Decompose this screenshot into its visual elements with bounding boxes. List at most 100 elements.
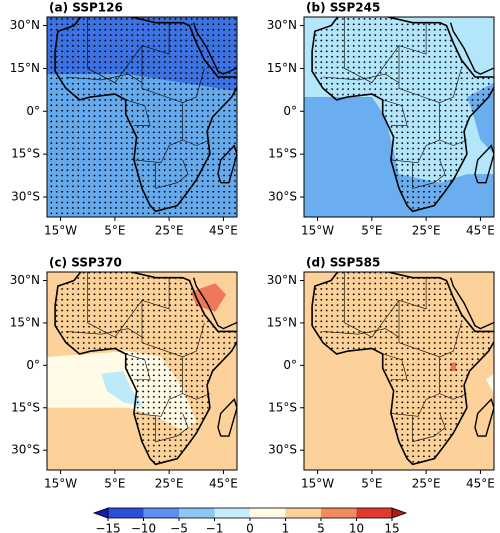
coastline [217, 397, 237, 437]
border [182, 139, 211, 146]
colorbar-segment [356, 508, 392, 518]
border [398, 300, 462, 358]
x-tick-label: 45°E [209, 224, 238, 238]
y-tick-label: 30°S [268, 190, 297, 204]
map-panel: (c) SSP370 30°N 15°N 0° 15°S 30°S 15°W 5°E 25°E 4… [10, 256, 238, 491]
colorbar-extend [92, 507, 109, 519]
colorbar: −15 −10 −5 −1 0 1 5 10 15 [92, 507, 408, 533]
y-tick-label: 15°S [268, 147, 297, 161]
border [382, 353, 408, 380]
border [141, 300, 205, 358]
colorbar-label: 5 [317, 522, 325, 533]
panel-title: (b) SSP245 [306, 1, 380, 15]
colorbar-segment [214, 508, 250, 518]
x-tick-label: 5°E [104, 477, 125, 491]
y-tick-label: 0° [283, 358, 297, 372]
field-region [101, 371, 145, 408]
y-tick-label: 15°N [267, 61, 297, 75]
map-panel: (d) SSP585 30°N 15°N 0° 15°S 30°S 15°W 5°E 25°E 4… [267, 256, 495, 491]
map-area [47, 17, 237, 217]
colorbar-label: 10 [349, 522, 364, 533]
border [322, 328, 400, 338]
y-tick-label: 30°S [268, 443, 297, 457]
border [390, 102, 441, 164]
x-tick-label: 5°E [104, 224, 125, 238]
border [87, 272, 170, 338]
frame [46, 271, 238, 471]
stippling [312, 272, 494, 465]
border [412, 413, 446, 443]
coastline [54, 17, 237, 213]
y-tick-label: 0° [283, 104, 297, 118]
border [322, 73, 400, 83]
border [155, 159, 189, 189]
map-panel: (a) SSP126 30°N 15°N 0° 15°S 30°S 15°W 5°E 25°E 4… [10, 1, 238, 238]
border [382, 99, 408, 126]
border [182, 393, 211, 400]
map-area [47, 272, 237, 470]
map-area [304, 17, 494, 217]
border [133, 102, 183, 164]
colorbar-label: 0 [246, 522, 254, 533]
x-tick-label: 25°E [412, 477, 441, 491]
colorbar-label: 1 [282, 522, 290, 533]
field-region [485, 373, 494, 394]
map-panel: (b) SSP245 30°N 15°N 0° 15°S 30°S 15°W 5°E 25°E 4… [267, 1, 495, 238]
y-tick-label: 15°S [11, 147, 40, 161]
y-tick-label: 0° [26, 104, 40, 118]
border [65, 73, 143, 83]
x-tick-label: 45°E [209, 477, 238, 491]
panel-title: (d) SSP585 [306, 256, 380, 270]
coastline [474, 397, 494, 437]
y-tick-label: 30°S [11, 443, 40, 457]
x-tick-label: 25°E [155, 477, 184, 491]
border [344, 272, 427, 338]
colorbar-segment [108, 508, 144, 518]
x-tick-label: 15°W [44, 224, 77, 238]
border [155, 413, 189, 443]
y-tick-label: 15°S [11, 400, 40, 414]
border [141, 45, 205, 104]
stippling [55, 272, 237, 465]
coastline [474, 144, 494, 184]
border [65, 328, 143, 338]
y-tick-label: 15°S [268, 400, 297, 414]
x-tick-label: 45°E [466, 477, 495, 491]
x-tick-label: 25°E [155, 224, 184, 238]
colorbar-label: −1 [206, 522, 224, 533]
y-tick-label: 15°N [10, 61, 40, 75]
coastline [311, 272, 494, 466]
stippling [312, 17, 494, 212]
colorbar-segment [250, 508, 286, 518]
coastline [192, 277, 237, 330]
y-tick-label: 15°N [10, 315, 40, 329]
border [87, 17, 170, 84]
border [133, 356, 183, 417]
x-tick-label: 45°E [466, 224, 495, 238]
colorbar-label: −10 [131, 522, 156, 533]
border [398, 45, 462, 104]
x-tick-label: 5°E [361, 224, 382, 238]
x-tick-label: 5°E [361, 477, 382, 491]
x-tick-label: 15°W [301, 224, 334, 238]
y-tick-label: 30°N [10, 273, 40, 287]
coastline [449, 277, 494, 330]
border [125, 99, 151, 126]
border [125, 353, 151, 380]
y-tick-label: 30°S [11, 190, 40, 204]
y-tick-label: 15°N [267, 315, 297, 329]
x-tick-label: 15°W [44, 477, 77, 491]
border [439, 139, 468, 146]
coastline [192, 22, 237, 75]
map-area [304, 272, 494, 470]
y-tick-label: 0° [26, 358, 40, 372]
colorbar-extend [391, 507, 408, 519]
colorbar-segment [143, 508, 179, 518]
x-tick-label: 25°E [412, 224, 441, 238]
colorbar-segment [179, 508, 215, 518]
coastline [449, 22, 494, 75]
border [390, 356, 441, 417]
coastline [311, 17, 494, 213]
x-tick-label: 15°W [301, 477, 334, 491]
panel-title: (a) SSP126 [49, 1, 123, 15]
